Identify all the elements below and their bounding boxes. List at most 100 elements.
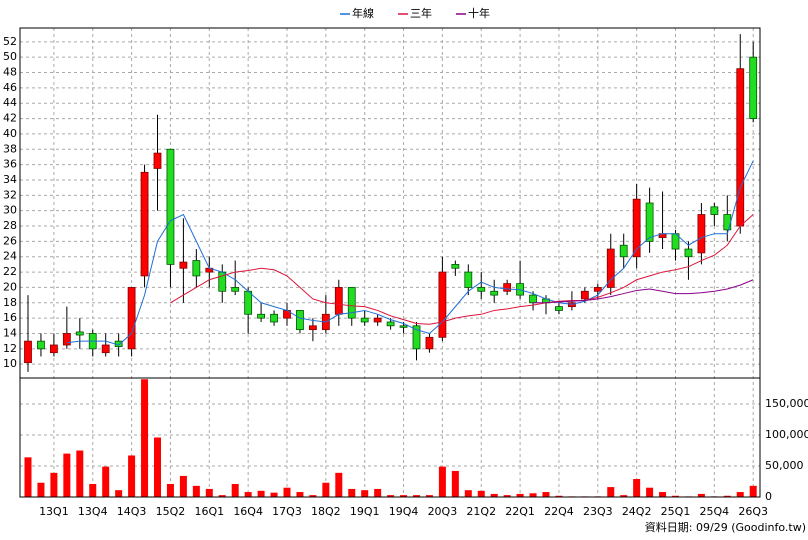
y-tick-label: 44 xyxy=(3,96,17,109)
candle-body xyxy=(438,271,447,338)
x-tick-label: 13Q1 xyxy=(39,505,69,518)
candle-body xyxy=(632,198,641,258)
candle-body xyxy=(153,152,162,169)
volume-bar xyxy=(205,488,213,497)
candle-body xyxy=(412,325,421,350)
volume-bar xyxy=(348,488,356,497)
volume-bar xyxy=(244,492,252,497)
volume-bar xyxy=(270,492,278,497)
volume-bar xyxy=(620,495,628,497)
volume-bar xyxy=(490,493,498,497)
y-tick-label: 34 xyxy=(3,173,17,186)
y-tick-label: 52 xyxy=(3,35,17,48)
volume-bar xyxy=(50,472,58,497)
y-tick-label: 32 xyxy=(3,188,17,201)
candle-body xyxy=(736,68,745,227)
candle-body xyxy=(166,148,175,265)
x-tick-label: 25Q4 xyxy=(700,505,730,518)
candle-body xyxy=(697,214,706,254)
volume-bar xyxy=(736,492,744,497)
candle-body xyxy=(710,206,719,215)
x-tick-label: 16Q1 xyxy=(194,505,224,518)
volume-bar xyxy=(607,487,615,497)
volume-bar xyxy=(400,495,408,497)
volume-bar xyxy=(192,485,200,497)
candle-body xyxy=(373,317,382,323)
x-tick-label: 19Q4 xyxy=(389,505,419,518)
candle-body xyxy=(503,283,512,292)
ma-line xyxy=(66,160,754,346)
plot-frame xyxy=(19,27,761,498)
candle-body xyxy=(619,244,628,258)
volume-bar xyxy=(141,379,149,497)
y-tick-label: 46 xyxy=(3,81,17,94)
candle-body xyxy=(451,264,460,269)
candle-body xyxy=(464,271,473,288)
candle-body xyxy=(723,214,732,231)
candle-body xyxy=(399,325,408,328)
volume-bar xyxy=(231,483,239,497)
volume-bar xyxy=(374,488,382,497)
y-tick-label: 24 xyxy=(3,250,17,263)
x-tick-label: 22Q4 xyxy=(544,505,574,518)
candle-body xyxy=(580,290,589,300)
x-tick-label: 22Q1 xyxy=(505,505,535,518)
y-tick-label: 40 xyxy=(3,127,17,140)
candle-body xyxy=(140,171,149,277)
y-tick-label: 28 xyxy=(3,219,17,232)
volume-bar xyxy=(503,495,511,497)
candle-body xyxy=(179,261,188,269)
y-tick-label: 26 xyxy=(3,234,17,247)
x-tick-label: 26Q3 xyxy=(738,505,768,518)
footnote: 資料日期: 09/29 (Goodinfo.tw) xyxy=(645,520,806,534)
x-tick-label: 13Q4 xyxy=(78,505,108,518)
x-tick-label: 25Q1 xyxy=(661,505,691,518)
candle-body xyxy=(62,333,71,346)
y-tick-label: 48 xyxy=(3,66,17,79)
x-tick-label: 18Q2 xyxy=(311,505,341,518)
candle-body xyxy=(37,340,45,350)
legend-label: 十年 xyxy=(468,6,490,20)
candle-body xyxy=(50,344,58,354)
candle-body xyxy=(425,336,434,350)
volume-bar xyxy=(387,495,395,497)
volume-bar xyxy=(516,493,524,497)
volume-bar xyxy=(529,493,537,497)
candle-body xyxy=(101,344,110,354)
y-tick-label: 150,000 xyxy=(765,397,808,410)
volume-bar xyxy=(335,472,343,497)
volume-bar xyxy=(438,466,446,497)
volume-bar xyxy=(646,487,654,497)
candle-body xyxy=(244,290,253,315)
candle-body xyxy=(257,313,266,319)
y-tick-label: 42 xyxy=(3,112,17,125)
volume-bar xyxy=(464,490,472,497)
volume-bar xyxy=(76,450,84,497)
candle-body xyxy=(684,248,693,258)
legend-label: 年線 xyxy=(352,6,374,20)
candle-body xyxy=(192,260,201,277)
candle-body xyxy=(749,56,758,119)
x-tick-label: 17Q3 xyxy=(272,505,302,518)
volume-bar xyxy=(413,495,420,497)
volume-bar xyxy=(154,437,161,497)
x-tick-label: 21Q2 xyxy=(466,505,496,518)
x-tick-label: 19Q1 xyxy=(350,505,380,518)
candle-body xyxy=(386,321,395,327)
x-tick-label: 23Q3 xyxy=(583,505,613,518)
volume-bar xyxy=(659,492,667,497)
volume-bar xyxy=(218,495,226,497)
candle-body xyxy=(270,313,278,323)
volume-bar xyxy=(24,457,32,497)
y-tick-label: 20 xyxy=(3,280,17,293)
volume-bar xyxy=(425,495,433,497)
volume-bar xyxy=(477,490,485,497)
volume-bar xyxy=(89,483,97,497)
y-tick-label: 16 xyxy=(3,311,17,324)
volume-bar xyxy=(63,453,71,497)
volume-bar xyxy=(309,495,317,497)
volume-bar xyxy=(672,495,679,497)
candle-body xyxy=(477,287,486,292)
y-tick-label: 100,000 xyxy=(765,428,808,441)
